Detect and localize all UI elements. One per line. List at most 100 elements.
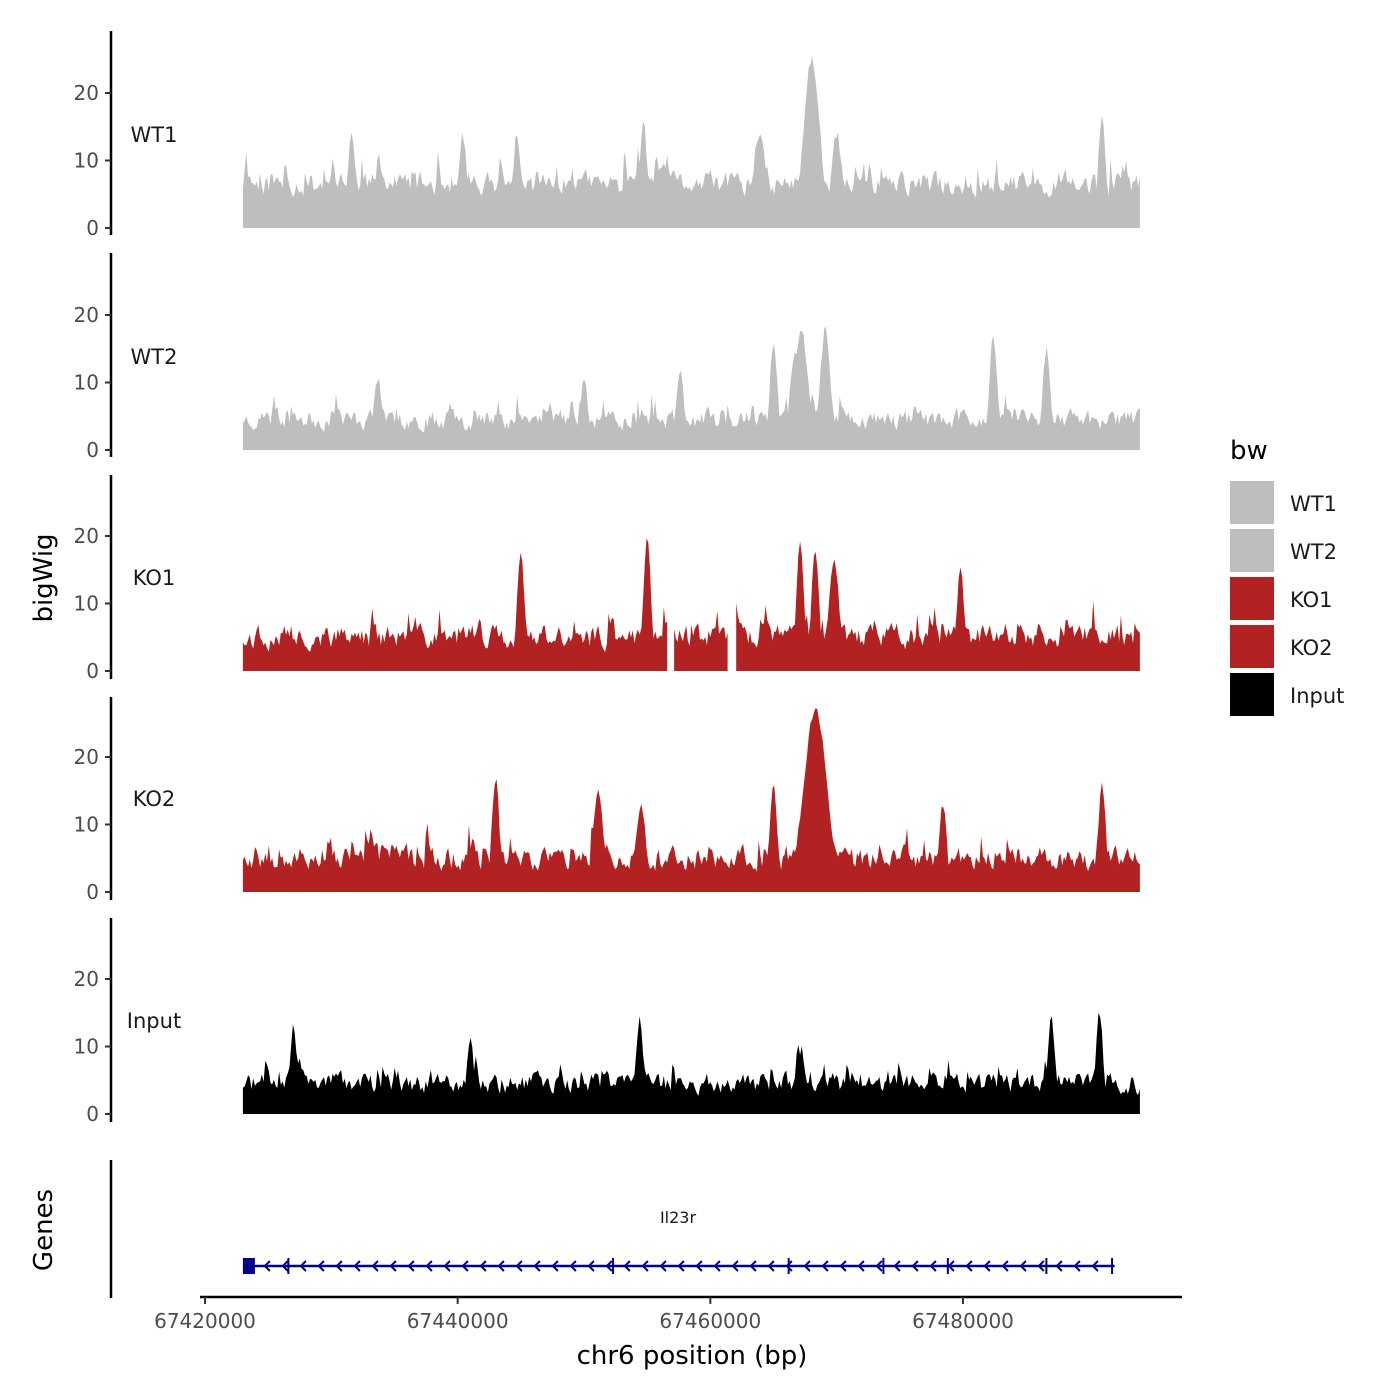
strand-arrow [1037, 1260, 1045, 1272]
strand-arrow [407, 1260, 415, 1272]
strand-arrow [515, 1260, 523, 1272]
coverage-area [242, 1012, 1140, 1114]
strand-arrow [803, 1260, 811, 1272]
x-tick-label: 67420000 [154, 1309, 256, 1333]
track-label: KO1 [133, 566, 176, 590]
strand-arrow [1091, 1260, 1099, 1272]
strand-arrow [749, 1260, 757, 1272]
strand-arrow [1019, 1260, 1027, 1272]
legend-swatch [1230, 577, 1274, 620]
x-tick-label: 67440000 [407, 1309, 509, 1333]
strand-arrow [731, 1260, 739, 1272]
track-ko2: 0 10 20 KO2 [74, 697, 1140, 904]
gene-track: Il23r [109, 1160, 1115, 1298]
legend-label: KO1 [1290, 588, 1333, 612]
strand-arrow [893, 1260, 901, 1272]
legend: bw WT1 WT2 KO1 KO2 Input [1230, 436, 1344, 716]
legend-swatch [1230, 529, 1274, 572]
legend-swatch [1230, 481, 1274, 524]
strand-arrow [281, 1260, 289, 1272]
strand-arrow [785, 1260, 793, 1272]
strand-arrow [767, 1260, 775, 1272]
strand-arrow [263, 1260, 271, 1272]
strand-arrow [947, 1260, 955, 1272]
strand-arrow [983, 1260, 991, 1272]
coverage-area [242, 326, 1140, 450]
gene-exon-block [242, 1258, 255, 1274]
strand-arrow [695, 1260, 703, 1272]
x-tick-label: 67460000 [659, 1309, 761, 1333]
track-label: WT2 [131, 345, 178, 369]
strand-arrow [929, 1260, 937, 1272]
coverage-area [242, 538, 1140, 671]
strand-arrow [965, 1260, 973, 1272]
y-tick-label: 20 [74, 967, 99, 991]
y-tick-label: 0 [86, 438, 99, 462]
y-tick-label: 0 [86, 216, 99, 240]
x-axis: 67420000 67440000 67460000 67480000 [154, 1295, 1182, 1333]
strand-arrow [641, 1260, 649, 1272]
strand-arrow [551, 1260, 559, 1272]
y-tick-label: 20 [74, 745, 99, 769]
strand-arrow [335, 1260, 343, 1272]
strand-arrow [353, 1260, 361, 1272]
strand-arrow [1001, 1260, 1009, 1272]
y-tick-label: 10 [74, 1035, 99, 1059]
strand-arrow [461, 1260, 469, 1272]
strand-arrow [317, 1260, 325, 1272]
track-wt2: 0 10 20 WT2 [74, 253, 1140, 462]
y-tick-label: 0 [86, 659, 99, 683]
y-tick-label: 10 [74, 371, 99, 395]
legend-swatch [1230, 673, 1274, 716]
track-input: 0 10 20 Input [74, 918, 1140, 1126]
coverage-area [242, 56, 1140, 228]
strand-arrow [605, 1260, 613, 1272]
strand-arrow [839, 1260, 847, 1272]
legend-label: KO2 [1290, 636, 1333, 660]
strand-arrow [857, 1260, 865, 1272]
legend-label: WT2 [1290, 540, 1337, 564]
strand-arrow [677, 1260, 685, 1272]
strand-arrow [425, 1260, 433, 1272]
y-tick-label: 20 [74, 524, 99, 548]
y-tick-label: 10 [74, 149, 99, 173]
y-tick-label: 0 [86, 880, 99, 904]
strand-arrow [497, 1260, 505, 1272]
strand-arrow [299, 1260, 307, 1272]
strand-arrow [821, 1260, 829, 1272]
x-tick-label: 67480000 [912, 1309, 1014, 1333]
y-tick-label: 10 [74, 813, 99, 837]
legend-title: bw [1230, 436, 1268, 466]
track-label: KO2 [133, 787, 176, 811]
y-tick-label: 0 [86, 1102, 99, 1126]
track-wt1: 0 10 20 WT1 [74, 31, 1140, 240]
strand-arrow [389, 1260, 397, 1272]
legend-swatch [1230, 625, 1274, 668]
y-axis-title: bigWig [29, 533, 59, 622]
strand-arrow [911, 1260, 919, 1272]
strand-arrow [443, 1260, 451, 1272]
strand-arrow [569, 1260, 577, 1272]
y-tick-label: 20 [74, 303, 99, 327]
x-axis-title: chr6 position (bp) [577, 1341, 808, 1371]
coverage-area [242, 708, 1140, 892]
gene-label: Il23r [660, 1208, 697, 1227]
y-tick-label: 20 [74, 81, 99, 105]
strand-arrow [623, 1260, 631, 1272]
legend-label: WT1 [1290, 492, 1337, 516]
strand-arrow [479, 1260, 487, 1272]
strand-arrow [875, 1260, 883, 1272]
track-label: Input [127, 1009, 181, 1033]
track-ko1: 0 10 20 KO1 [74, 475, 1140, 683]
strand-arrow [371, 1260, 379, 1272]
legend-label: Input [1290, 684, 1344, 708]
gene-il23r: Il23r [242, 1208, 1115, 1274]
y-tick-label: 10 [74, 592, 99, 616]
genes-axis-title: Genes [29, 1189, 59, 1271]
strand-arrow [533, 1260, 541, 1272]
bigwig-tracks: 0 10 20 WT1 0 10 20 WT2 0 10 20 KO1 0 10 20 KO2 0 10 20 Inp… [74, 31, 1140, 1126]
track-label: WT1 [131, 123, 178, 147]
strand-arrow [1073, 1260, 1081, 1272]
strand-arrow [1055, 1260, 1063, 1272]
